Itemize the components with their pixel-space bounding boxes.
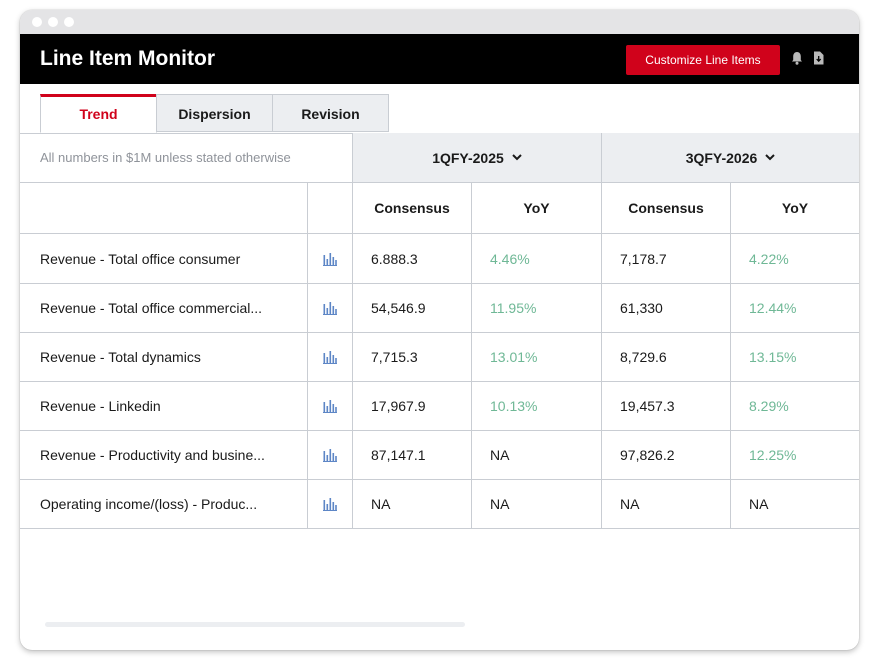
consensus-value: 7,178.7	[601, 234, 730, 284]
yoy-value: 13.15%	[730, 332, 859, 382]
page-title: Line Item Monitor	[40, 47, 215, 70]
consensus-value: 6.888.3	[352, 234, 471, 284]
bar-chart-icon[interactable]	[307, 332, 352, 382]
yoy-value: 4.46%	[471, 234, 601, 284]
consensus-value: 61,330	[601, 283, 730, 333]
tab-trend[interactable]: Trend	[40, 94, 157, 133]
consensus-value: 8,729.6	[601, 332, 730, 382]
bar-chart-icon[interactable]	[307, 234, 352, 284]
yoy-value: NA	[471, 430, 601, 480]
consensus-value: 97,826.2	[601, 430, 730, 480]
consensus-value: 87,147.1	[352, 430, 471, 480]
consensus-value: NA	[601, 479, 730, 529]
period-selector-1[interactable]: 1QFY-2025	[352, 133, 601, 183]
window-dot-3	[64, 17, 74, 27]
line-item-header	[20, 183, 307, 234]
column-header-yoy: YoY	[471, 183, 601, 234]
period-label: 3QFY-2026	[685, 149, 758, 166]
column-header-consensus: Consensus	[601, 183, 730, 234]
bar-chart-icon[interactable]	[307, 381, 352, 431]
yoy-value: 13.01%	[471, 332, 601, 382]
yoy-value: 12.25%	[730, 430, 859, 480]
bell-icon[interactable]	[791, 51, 803, 70]
consensus-value: 7,715.3	[352, 332, 471, 382]
units-note: All numbers in $1M unless stated otherwi…	[20, 133, 352, 183]
period-selector-2[interactable]: 3QFY-2026	[601, 133, 859, 183]
line-item-label: Revenue - Total dynamics	[20, 332, 307, 382]
app-header: Line Item Monitor Customize Line Items	[20, 34, 859, 84]
yoy-value: 12.44%	[730, 283, 859, 333]
window-titlebar	[20, 10, 859, 34]
line-item-label: Revenue - Total office commercial...	[20, 283, 307, 333]
table-row: Revenue - Total dynamics 7,715.3 13.01% …	[20, 332, 859, 382]
bar-chart-icon[interactable]	[307, 430, 352, 480]
column-header-yoy: YoY	[730, 183, 859, 234]
line-item-label: Operating income/(loss) - Produc...	[20, 479, 307, 529]
tab-revision[interactable]: Revision	[272, 94, 389, 132]
line-item-label: Revenue - Productivity and busine...	[20, 430, 307, 480]
customize-line-items-button[interactable]: Customize Line Items	[626, 45, 780, 75]
yoy-value: NA	[471, 479, 601, 529]
chevron-down-icon	[765, 154, 776, 161]
yoy-value: 8.29%	[730, 381, 859, 431]
line-item-label: Revenue - Total office consumer	[20, 234, 307, 284]
horizontal-scrollbar[interactable]	[45, 622, 465, 627]
table-row: Revenue - Linkedin 17,967.9 10.13% 19,45…	[20, 381, 859, 431]
yoy-value: 4.22%	[730, 234, 859, 284]
yoy-value: 11.95%	[471, 283, 601, 333]
column-header-consensus: Consensus	[352, 183, 471, 234]
bar-chart-icon[interactable]	[307, 283, 352, 333]
chart-column-header	[307, 183, 352, 234]
window-dot-1	[32, 17, 42, 27]
tab-dispersion[interactable]: Dispersion	[156, 94, 273, 132]
chevron-down-icon	[512, 154, 522, 161]
table-row: Revenue - Total office consumer 6.888.3 …	[20, 234, 859, 284]
yoy-value: 10.13%	[471, 381, 601, 431]
period-label: 1QFY-2025	[432, 149, 504, 166]
export-file-icon[interactable]	[813, 51, 824, 70]
yoy-value: NA	[730, 479, 859, 529]
app-window: Line Item Monitor Customize Line Items T…	[20, 10, 859, 650]
bar-chart-icon[interactable]	[307, 479, 352, 529]
line-item-label: Revenue - Linkedin	[20, 381, 307, 431]
table-row: Operating income/(loss) - Produc... NA N…	[20, 479, 859, 529]
window-dot-2	[48, 17, 58, 27]
consensus-value: NA	[352, 479, 471, 529]
consensus-value: 19,457.3	[601, 381, 730, 431]
table-row: Revenue - Total office commercial... 54,…	[20, 283, 859, 333]
table-row: Revenue - Productivity and busine... 87,…	[20, 430, 859, 480]
consensus-value: 54,546.9	[352, 283, 471, 333]
consensus-value: 17,967.9	[352, 381, 471, 431]
